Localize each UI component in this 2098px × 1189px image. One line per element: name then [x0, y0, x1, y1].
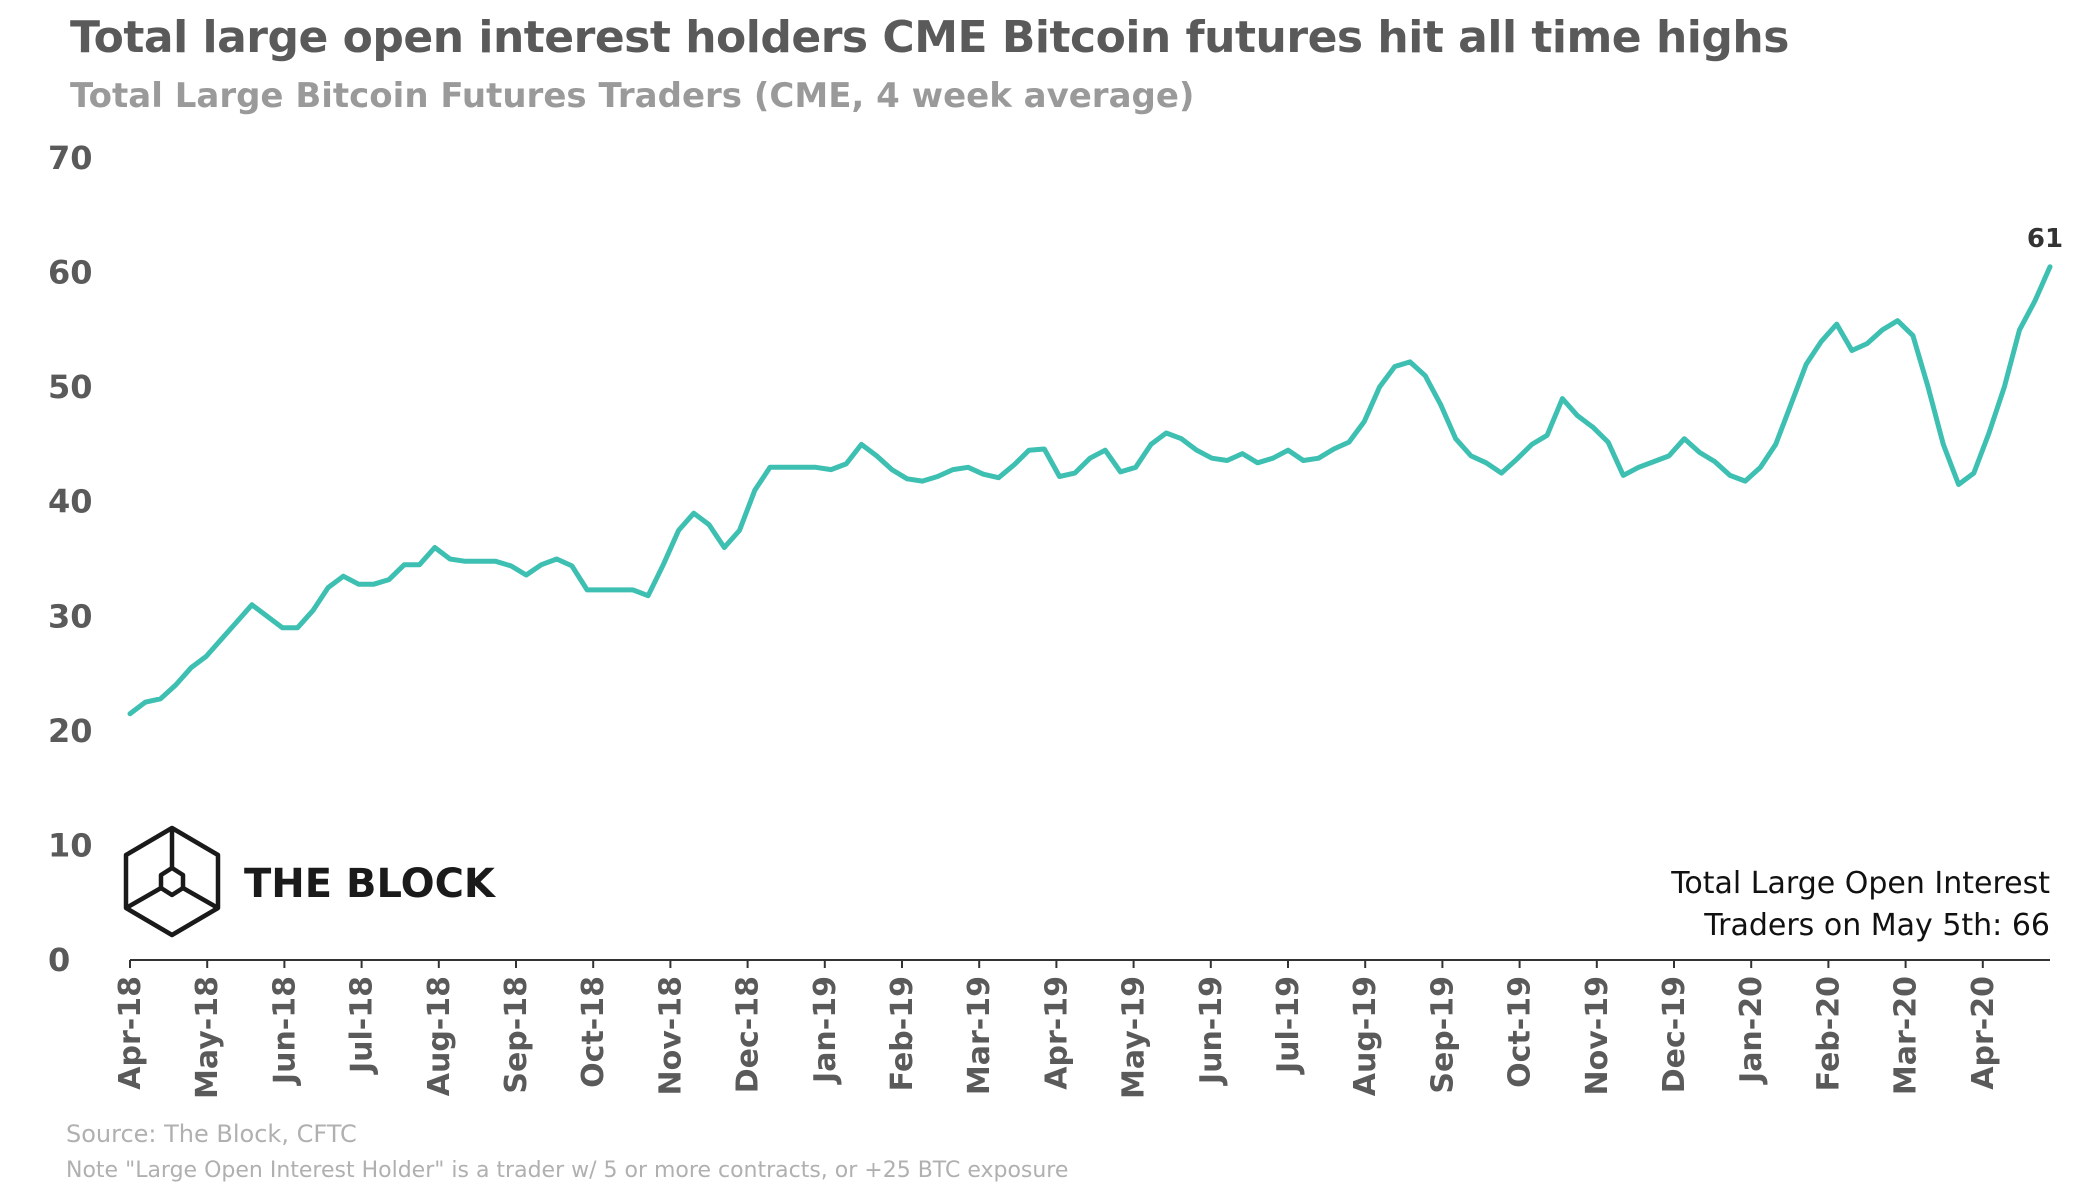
x-tick-label: Nov-18 — [653, 976, 688, 1095]
x-tick-label: Oct-19 — [1503, 976, 1538, 1088]
logo-text: THE BLOCK — [244, 861, 497, 907]
y-tick-label: 10 — [48, 826, 93, 864]
x-tick-label: Dec-19 — [1657, 976, 1692, 1093]
y-tick-label: 50 — [48, 368, 93, 406]
y-tick-label: 70 — [48, 139, 93, 177]
y-tick-label: 20 — [48, 712, 93, 750]
x-tick-label: May-18 — [190, 976, 225, 1099]
y-tick-label: 40 — [48, 483, 93, 521]
x-tick-label: Jul-18 — [345, 976, 380, 1075]
x-tick-label: Mar-19 — [962, 976, 997, 1095]
annotation-line-1: Total Large Open Interest — [1670, 866, 2050, 901]
y-tick-label: 0 — [48, 941, 70, 979]
cube-icon — [123, 825, 221, 938]
annotation-line-2: Traders on May 5th: 66 — [1703, 908, 2050, 943]
x-tick-label: Dec-18 — [731, 976, 766, 1093]
x-tick-label: Apr-19 — [1039, 976, 1074, 1090]
x-tick-label: Apr-18 — [113, 976, 148, 1090]
x-tick-label: Aug-18 — [422, 976, 457, 1096]
x-tick-label: May-19 — [1117, 976, 1152, 1099]
x-axis: Apr-18 May-18 Jun-18 Jul-18 Aug-18 Sep-18 Oct-… — [113, 959, 2050, 1099]
x-tick-label: Feb-20 — [1811, 976, 1846, 1091]
x-tick-label: Jun-18 — [267, 976, 302, 1086]
x-tick-label: Jul-19 — [1271, 976, 1306, 1075]
the-block-logo: THE BLOCK — [123, 825, 497, 938]
x-tick-label: Sep-19 — [1425, 976, 1460, 1094]
x-tick-label: Jan-20 — [1734, 976, 1769, 1085]
x-tick-label: Feb-19 — [885, 976, 920, 1091]
last-value-label: 61 — [2027, 224, 2063, 254]
x-tick-label: Nov-19 — [1580, 976, 1615, 1095]
chart-title: Total large open interest holders CME Bi… — [70, 12, 1789, 63]
y-tick-label: 60 — [48, 254, 93, 292]
x-tick-label: Mar-20 — [1889, 976, 1924, 1095]
x-tick-label: Sep-18 — [499, 976, 534, 1094]
x-tick-label: Jun-19 — [1194, 976, 1229, 1086]
x-tick-label: Jan-19 — [808, 976, 843, 1085]
source-note: Source: The Block, CFTC — [66, 1120, 357, 1148]
x-tick-label: Aug-19 — [1348, 976, 1383, 1096]
chart-subtitle: Total Large Bitcoin Futures Traders (CME… — [70, 76, 1195, 116]
series-line — [127, 264, 2053, 717]
x-tick-label: Apr-20 — [1966, 976, 2001, 1090]
x-tick-label: Oct-18 — [576, 976, 611, 1088]
footnote: Note "Large Open Interest Holder" is a t… — [66, 1158, 1069, 1183]
y-tick-label: 30 — [48, 597, 93, 635]
y-axis: 0 10 20 30 40 50 60 70 — [48, 139, 93, 979]
